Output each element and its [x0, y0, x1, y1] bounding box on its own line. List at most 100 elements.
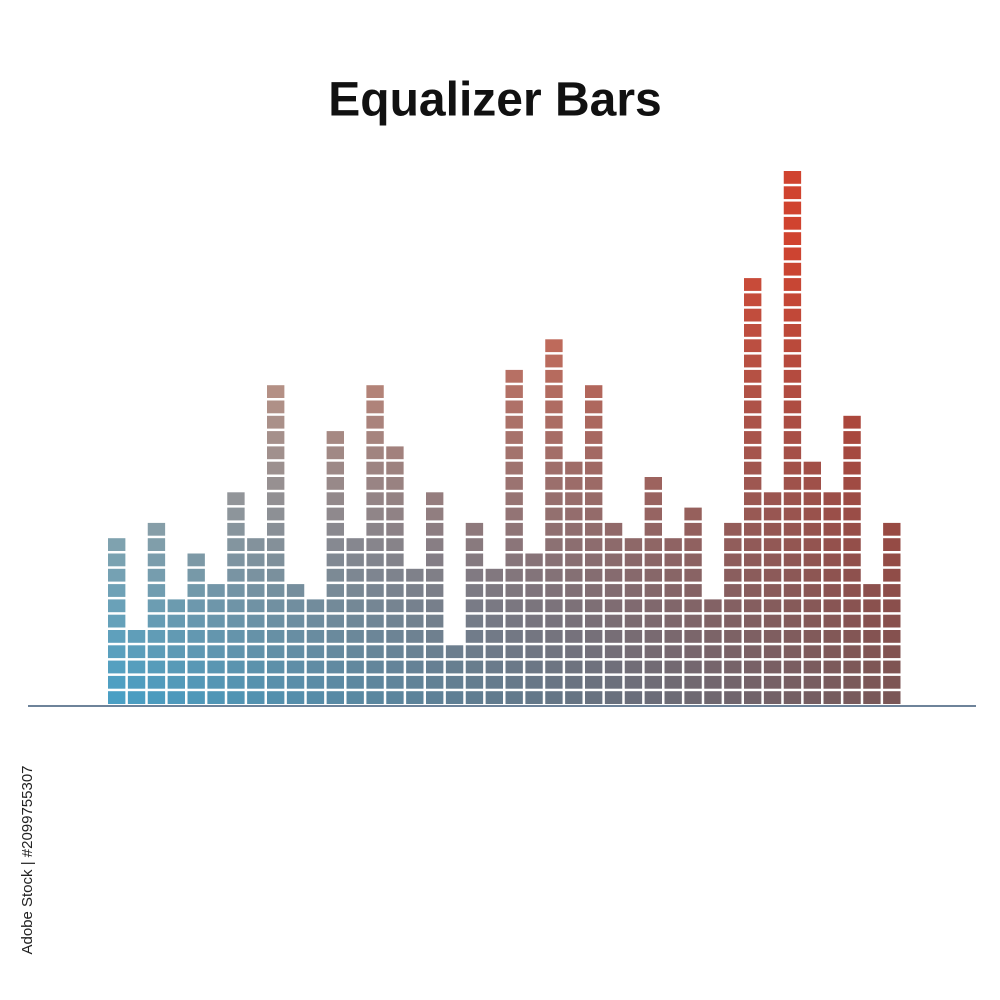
- cell: [406, 584, 424, 597]
- cell: [187, 568, 205, 582]
- cell: [624, 584, 643, 597]
- cell: [644, 584, 662, 597]
- cell: [108, 645, 126, 659]
- bar: [267, 385, 285, 704]
- cell: [485, 691, 503, 704]
- cell: [823, 691, 841, 704]
- cell: [545, 385, 563, 398]
- cell: [585, 507, 603, 521]
- cell: [366, 431, 384, 444]
- chart-title: Equalizer Bars: [328, 74, 661, 127]
- cell: [267, 461, 285, 475]
- cell: [525, 645, 543, 659]
- cell: [565, 660, 583, 674]
- bar: [167, 599, 185, 704]
- cell: [445, 691, 464, 704]
- cell: [585, 538, 603, 551]
- cell: [684, 599, 702, 613]
- cell: [763, 614, 782, 628]
- cell: [724, 599, 742, 613]
- cell: [505, 584, 523, 597]
- cell: [803, 538, 821, 551]
- cell: [863, 614, 881, 628]
- cell: [724, 584, 742, 597]
- bar: [883, 522, 901, 704]
- cell: [744, 492, 762, 506]
- cell: [406, 630, 424, 643]
- cell: [684, 507, 702, 521]
- cell: [664, 660, 682, 674]
- cell: [386, 553, 404, 567]
- cell: [843, 599, 861, 613]
- cell: [803, 553, 821, 567]
- cell: [724, 630, 742, 643]
- bar: [823, 492, 841, 704]
- cell: [783, 477, 802, 490]
- bar: [744, 278, 762, 704]
- cell: [783, 538, 802, 551]
- watermark: Adobe Stock | #2099755307: [19, 765, 36, 954]
- cell: [664, 630, 682, 643]
- cell: [783, 278, 802, 291]
- cell: [624, 614, 643, 628]
- cell: [644, 691, 662, 704]
- cell: [644, 630, 662, 643]
- cell: [465, 630, 484, 643]
- cell: [267, 630, 285, 643]
- cell: [744, 293, 762, 307]
- cell: [545, 675, 563, 689]
- cell: [465, 691, 484, 704]
- cell: [346, 630, 364, 643]
- cell: [624, 599, 643, 613]
- cell: [366, 675, 384, 689]
- bar: [624, 538, 643, 704]
- cell: [426, 660, 444, 674]
- cell: [227, 645, 245, 659]
- cell: [505, 385, 523, 398]
- cell: [545, 415, 563, 429]
- cell: [744, 599, 762, 613]
- cell: [744, 584, 762, 597]
- cell: [585, 675, 603, 689]
- cell: [247, 584, 265, 597]
- cell: [306, 630, 325, 643]
- bar: [108, 538, 126, 704]
- cell: [843, 584, 861, 597]
- cell: [227, 660, 245, 674]
- cell: [704, 660, 722, 674]
- cell: [783, 645, 802, 659]
- cell: [783, 186, 802, 200]
- bar: [147, 522, 166, 704]
- cell: [485, 660, 503, 674]
- cell: [267, 385, 285, 398]
- cell: [823, 675, 841, 689]
- cell: [664, 584, 682, 597]
- cell: [346, 584, 364, 597]
- cell: [366, 645, 384, 659]
- cell: [267, 584, 285, 597]
- cell: [485, 645, 503, 659]
- cell: [505, 415, 523, 429]
- cell: [505, 461, 523, 475]
- cell: [167, 599, 185, 613]
- cell: [326, 630, 344, 643]
- cell: [187, 599, 205, 613]
- cell: [803, 568, 821, 582]
- cell: [426, 599, 444, 613]
- cell: [286, 584, 305, 597]
- cell: [147, 584, 166, 597]
- cell: [247, 675, 265, 689]
- cell: [167, 630, 185, 643]
- cell: [505, 614, 523, 628]
- cell: [783, 171, 802, 184]
- cell: [267, 614, 285, 628]
- cell: [803, 522, 821, 536]
- cell: [545, 599, 563, 613]
- cell: [326, 477, 344, 490]
- cell: [843, 492, 861, 506]
- cell: [465, 645, 484, 659]
- cell: [585, 400, 603, 414]
- cell: [485, 599, 503, 613]
- cell: [604, 538, 623, 551]
- cell: [823, 507, 841, 521]
